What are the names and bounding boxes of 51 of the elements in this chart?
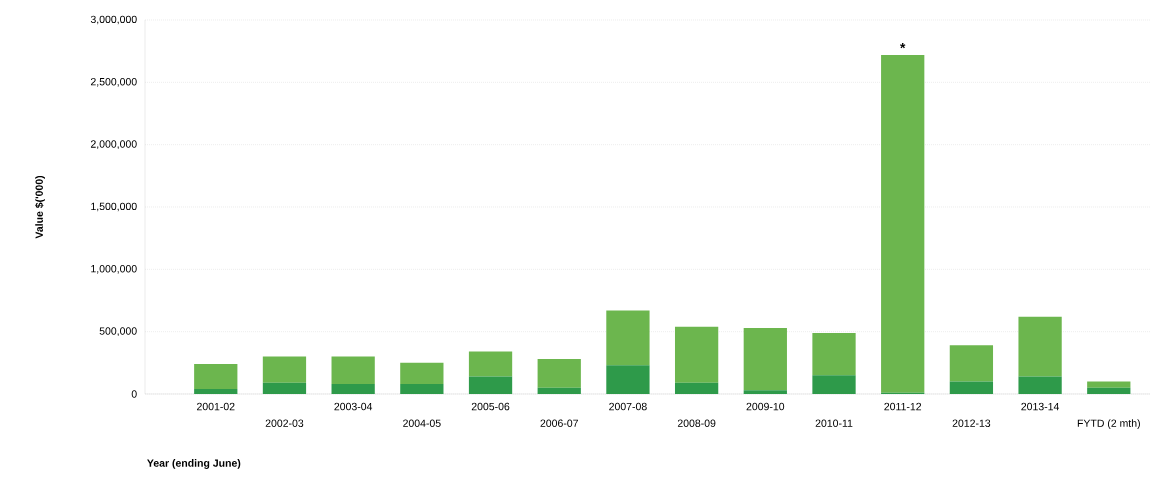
x-tick-label: 2013-14	[1021, 402, 1060, 411]
y-tick-label: 2,000,000	[90, 140, 137, 149]
bar	[537, 359, 581, 388]
x-tick-label: 2004-05	[403, 419, 441, 427]
x-tick-label: 2011-12	[884, 402, 922, 411]
x-axis-title: Year (ending June)	[147, 459, 241, 469]
bar	[949, 345, 994, 382]
x-tick-label: 2009-10	[746, 402, 785, 411]
y-tick-label: 0	[131, 390, 137, 398]
x-tick-label: FYTD (2 mth)	[1077, 419, 1140, 430]
y-tick-label: 500,000	[99, 327, 137, 336]
bar	[812, 375, 856, 394]
y-axis-title: Value $('000)	[35, 175, 45, 239]
bar	[606, 310, 650, 366]
bar	[468, 376, 513, 394]
y-tick-label: 2,500,000	[90, 77, 137, 87]
x-tick-label: 2002-03	[265, 419, 304, 427]
bar	[949, 381, 994, 394]
bar	[262, 356, 307, 383]
annotation: *	[900, 43, 906, 49]
bar	[194, 389, 238, 394]
x-tick-label: 2008-09	[677, 419, 716, 427]
x-tick-label: 2007-08	[609, 402, 647, 411]
bar	[400, 384, 444, 394]
bar	[400, 362, 444, 385]
x-tick-label: 2003-04	[334, 402, 373, 411]
bar	[194, 364, 238, 389]
bar	[468, 351, 513, 377]
bar	[881, 54, 925, 393]
x-tick-label: 2010-11	[815, 419, 853, 427]
y-tick-label: 3,000,000	[90, 15, 137, 25]
y-tick-label: 1,500,000	[91, 202, 137, 212]
bar	[674, 382, 719, 394]
x-tick-label: 2005-06	[471, 402, 510, 411]
bar	[674, 326, 719, 383]
bar	[262, 382, 307, 394]
bar	[537, 387, 581, 394]
bar	[1018, 376, 1062, 394]
bar	[1087, 381, 1131, 388]
x-tick-label: 2001-02	[197, 402, 235, 411]
bar	[743, 327, 787, 391]
bar	[743, 390, 787, 394]
bar	[331, 356, 375, 385]
bar	[812, 332, 856, 376]
bar	[331, 384, 375, 394]
y-tick-label: 1,000,000	[91, 264, 137, 274]
bar	[606, 365, 650, 394]
x-tick-label: 2006-07	[540, 419, 578, 427]
bar	[1087, 387, 1131, 394]
bar	[1018, 316, 1062, 377]
x-tick-label: 2012-13	[952, 419, 991, 427]
